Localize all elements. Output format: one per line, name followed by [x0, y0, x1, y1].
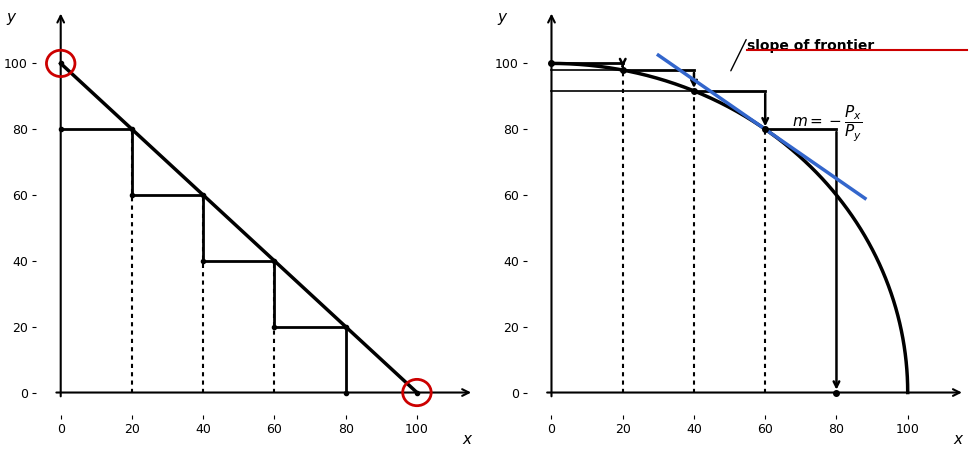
Text: $m=-\dfrac{P_x}{P_y}$: $m=-\dfrac{P_x}{P_y}$: [793, 104, 863, 144]
Text: y: y: [497, 10, 507, 25]
Text: x: x: [954, 432, 962, 447]
Text: x: x: [463, 432, 471, 447]
Text: y: y: [6, 10, 16, 25]
Text: slope of frontier: slope of frontier: [748, 40, 874, 53]
